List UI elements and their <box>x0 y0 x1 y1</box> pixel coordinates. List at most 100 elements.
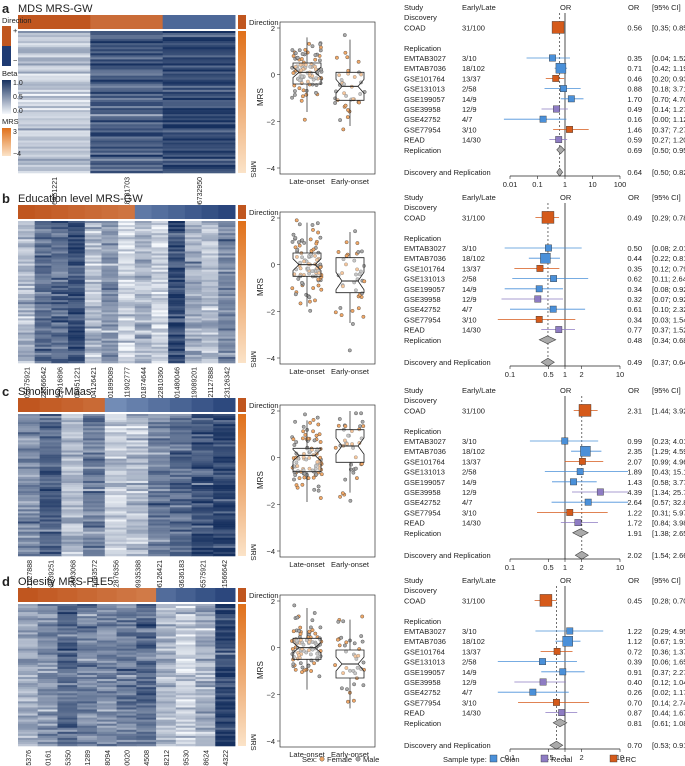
heatmap-cell <box>18 470 41 474</box>
sample-point <box>299 98 304 103</box>
heatmap-cell <box>61 430 84 433</box>
heatmap-cell <box>61 553 84 557</box>
heatmap-cell <box>77 741 98 745</box>
heatmap-cell <box>51 340 69 344</box>
heatmap-cell <box>18 148 91 151</box>
direction-cell <box>61 398 84 412</box>
heatmap-cell <box>83 527 106 530</box>
heatmap-cell <box>96 620 117 623</box>
heatmap-cell <box>83 442 106 445</box>
heatmap-cell <box>215 668 236 672</box>
ci-value: [0.43; 15.15] <box>652 468 685 477</box>
heatmap-cell <box>57 717 78 720</box>
heatmap-cell <box>195 681 216 684</box>
heatmap-cell <box>213 468 236 472</box>
sample-point <box>300 238 305 243</box>
heatmap-cell <box>61 519 84 522</box>
heatmap-cell <box>77 616 98 619</box>
heatmap-cell <box>136 695 157 698</box>
heatmap-cell <box>77 644 98 647</box>
or-value: 0.88 <box>627 85 642 94</box>
study-label: GSE101764 <box>404 74 445 83</box>
heatmap-cell <box>201 354 219 358</box>
heatmap-cell <box>184 223 202 226</box>
heatmap-cell <box>104 478 127 482</box>
heatmap-cell <box>57 743 78 747</box>
heatmap-cell <box>84 350 102 354</box>
heatmap-cell <box>37 660 58 664</box>
cpg-label: cg23916896 <box>58 367 65 406</box>
heatmap-cell <box>156 648 177 651</box>
heatmap-cell <box>51 294 69 297</box>
heatmap-cell <box>101 245 119 248</box>
heatmap-cell <box>96 737 117 741</box>
heatmap-cell <box>61 525 84 528</box>
heatmap-cell <box>168 243 186 246</box>
heatmap-cell <box>148 468 171 472</box>
sample-point <box>300 74 304 79</box>
heatmap-cell <box>61 523 84 526</box>
heatmap-cell <box>148 551 171 555</box>
ci-value: [0.06; 1.65] <box>652 658 685 667</box>
heatmap-cell <box>18 521 41 524</box>
heatmap-cell <box>39 476 62 480</box>
heatmap-cell <box>169 533 192 537</box>
heatmap-cell <box>118 300 136 303</box>
direction-cell <box>151 205 169 219</box>
direction-cell <box>191 398 214 412</box>
sample-point <box>294 451 299 456</box>
heatmap-cell <box>162 122 236 125</box>
heatmap-cell <box>148 513 171 516</box>
heatmap-cell <box>191 507 214 510</box>
heatmap-cell <box>116 656 137 660</box>
heatmap-cell <box>201 251 219 254</box>
or-value: 0.49 <box>627 105 642 114</box>
heatmap-cell <box>118 243 136 246</box>
heatmap-cell <box>162 130 236 133</box>
heatmap-cell <box>175 675 196 678</box>
heatmap-cell <box>184 348 202 352</box>
heatmap-cell <box>18 158 91 162</box>
heatmap-cell <box>184 324 202 327</box>
heatmap-cell <box>18 316 36 319</box>
legend-direction-label: Direction <box>2 16 32 25</box>
sample-point <box>343 103 348 108</box>
ci-value: [0.35; 0.85] <box>652 23 685 32</box>
heatmap-cell <box>191 545 214 549</box>
heatmap-cell <box>191 478 214 482</box>
panel-letter: a <box>2 1 10 16</box>
sample-point <box>335 55 339 60</box>
heatmap-cell <box>34 328 52 331</box>
heatmap-cell <box>136 681 157 684</box>
heatmap-cell <box>213 551 236 555</box>
heatmap-cell <box>215 660 236 664</box>
forest-tick-label: 0.1 <box>505 753 515 762</box>
heatmap-cell <box>83 434 106 437</box>
ci-value: [0.28; 0.70] <box>652 596 685 605</box>
heatmap-cell <box>18 551 41 555</box>
heatmap-cell <box>151 281 169 285</box>
heatmap-cell <box>104 533 127 537</box>
heatmap-cell <box>104 466 127 470</box>
heatmap-cell <box>126 414 149 417</box>
heatmap-cell <box>168 245 186 248</box>
heatmap-cell <box>90 134 163 137</box>
sample-point <box>307 648 311 653</box>
heatmap-cell <box>57 658 78 662</box>
heatmap-cell <box>126 533 149 537</box>
heatmap-cell <box>83 545 106 549</box>
heatmap-cell <box>148 489 171 492</box>
heatmap-cell <box>136 672 157 676</box>
heatmap-cell <box>96 610 117 613</box>
heatmap-cell <box>18 687 39 690</box>
mrs-strip <box>238 31 246 173</box>
heatmap-cell <box>218 354 236 358</box>
heatmap-cell <box>168 340 186 344</box>
heatmap-cell <box>162 83 236 87</box>
heatmap-cell <box>68 342 86 346</box>
heatmap-cell <box>96 719 117 722</box>
heatmap-cell <box>148 545 171 549</box>
heatmap-cell <box>116 681 137 684</box>
heatmap-cell <box>175 608 196 611</box>
heatmap-cell <box>57 719 78 722</box>
